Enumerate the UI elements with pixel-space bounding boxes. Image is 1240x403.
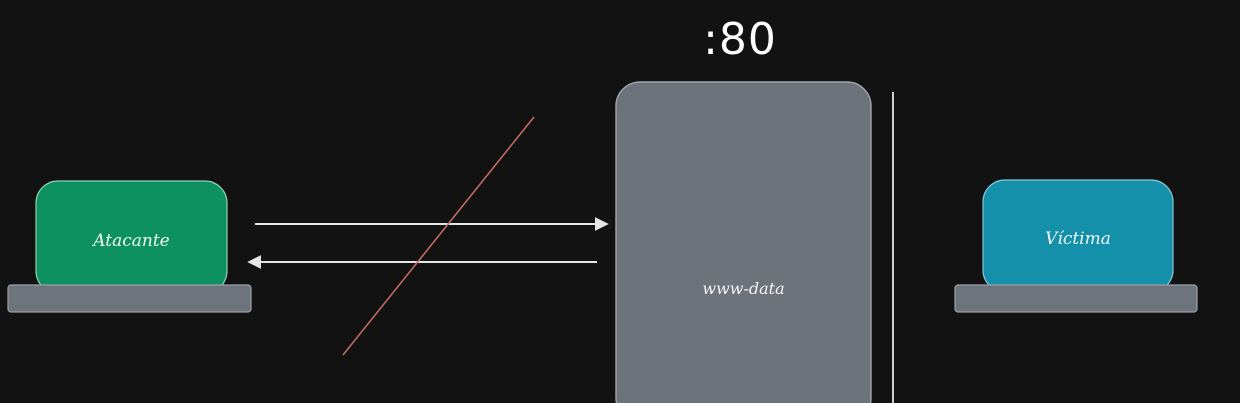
blocked-connection-strike	[342, 116, 535, 356]
port-label: :80	[703, 14, 777, 65]
server-block	[615, 81, 872, 403]
victim-laptop-base	[954, 284, 1198, 313]
attacker-label: Atacante	[93, 231, 170, 251]
server-label: www-data	[702, 279, 785, 298]
victim-label: Víctima	[1045, 229, 1111, 249]
attacker-laptop-base	[7, 284, 252, 313]
